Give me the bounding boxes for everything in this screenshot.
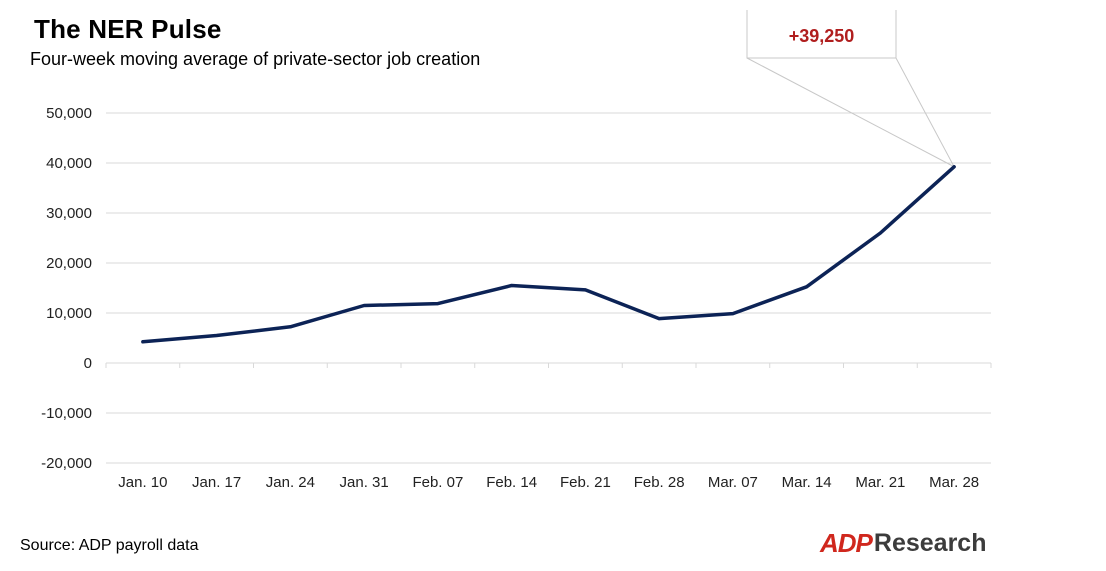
callout-box <box>746 10 897 59</box>
y-tick-label: -20,000 <box>41 455 92 472</box>
data-series <box>141 165 956 344</box>
data-point <box>731 312 735 316</box>
y-tick-label: -10,000 <box>41 405 92 422</box>
y-tick-label: 20,000 <box>46 255 92 272</box>
x-tick-label: Mar. 14 <box>782 474 832 491</box>
x-axis-tick-labels: Jan. 10 Jan. 17 Jan. 24 Jan. 31 Feb. 07 Feb. … <box>118 474 979 491</box>
callout-annotation: +39,250 <box>746 10 956 168</box>
x-axis <box>105 362 992 368</box>
callout-label: +39,250 <box>789 26 855 46</box>
grid-lines <box>106 112 991 464</box>
y-tick-label: 50,000 <box>46 105 92 122</box>
y-tick-label: 30,000 <box>46 205 92 222</box>
line-chart: -20,000 -10,000 0 10,000 20,000 30,000 40,000 5… <box>41 10 992 491</box>
data-point <box>805 285 809 289</box>
y-axis-tick-labels: -20,000 -10,000 0 10,000 20,000 30,000 40,000 5… <box>41 105 92 472</box>
data-point <box>362 304 366 307</box>
x-tick-label: Feb. 07 <box>412 474 463 491</box>
x-tick-label: Mar. 21 <box>855 474 905 491</box>
y-tick-label: 10,000 <box>46 305 92 322</box>
data-point <box>436 302 440 306</box>
x-tick-label: Feb. 21 <box>560 474 611 491</box>
x-tick-label: Mar. 28 <box>929 474 979 491</box>
x-tick-label: Jan. 10 <box>118 474 167 491</box>
chart-title: The NER Pulse <box>34 14 222 44</box>
x-tick-label: Feb. 14 <box>486 474 537 491</box>
data-point <box>878 231 882 235</box>
chart-subtitle: Four-week moving average of private-sect… <box>30 49 481 69</box>
callout-leader <box>746 57 956 168</box>
adp-research-logo: ADP Research <box>820 526 986 560</box>
x-tick-label: Feb. 28 <box>634 474 685 491</box>
source-note: Source: ADP payroll data <box>20 537 199 554</box>
logo-wordmark: Research <box>873 528 987 557</box>
adp-logo-mark: ADP <box>820 527 873 558</box>
x-tick-label: Mar. 07 <box>708 474 758 491</box>
x-tick-label: Jan. 24 <box>266 474 315 491</box>
data-point <box>288 325 292 329</box>
data-point <box>583 288 587 292</box>
x-tick-label: Jan. 31 <box>340 474 389 491</box>
data-point <box>952 165 956 169</box>
series-line <box>141 165 956 344</box>
x-tick-label: Jan. 17 <box>192 474 241 491</box>
y-tick-label: 40,000 <box>46 155 92 172</box>
data-point <box>215 334 219 337</box>
data-point <box>141 340 145 344</box>
data-point <box>510 284 514 287</box>
y-tick-label: 0 <box>84 355 92 372</box>
data-point <box>657 317 661 321</box>
